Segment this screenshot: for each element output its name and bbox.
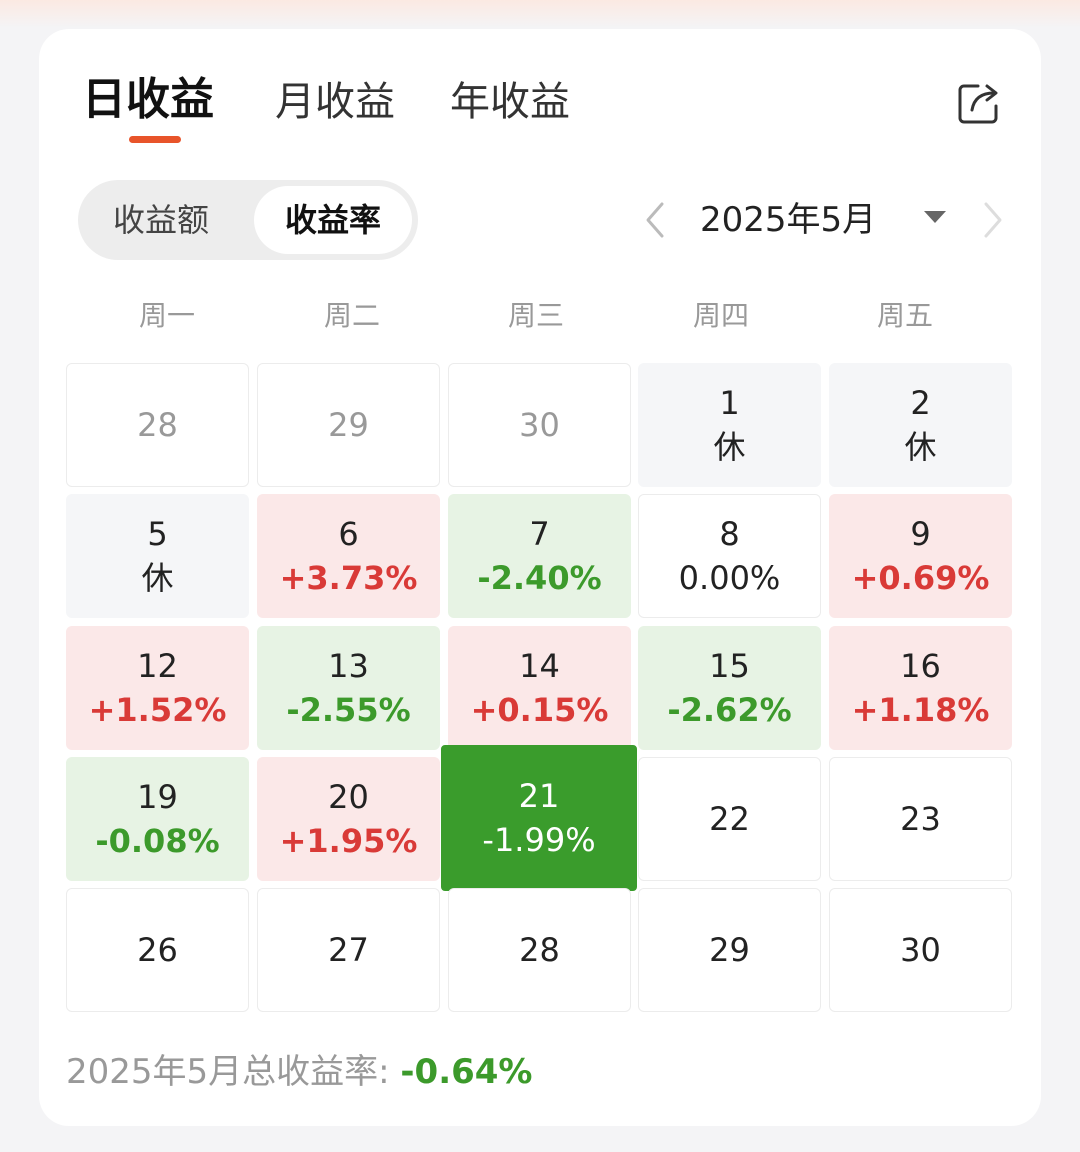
day-number: 23: [900, 800, 941, 838]
toggle-amount[interactable]: 收益额: [112, 201, 209, 239]
day-return: +0.69%: [851, 559, 990, 597]
calendar-day-cell[interactable]: 27: [257, 888, 440, 1012]
calendar-day-cell[interactable]: 12 +1.52%: [66, 626, 249, 750]
tab-daily[interactable]: 日收益: [82, 74, 214, 125]
day-number: 14: [519, 647, 560, 685]
calendar-day-cell[interactable]: 23: [829, 757, 1012, 881]
day-number: 6: [338, 515, 359, 553]
day-number: 28: [137, 406, 178, 444]
day-number: 20: [328, 778, 369, 816]
calendar-day-cell[interactable]: 6 +3.73%: [257, 494, 440, 618]
day-number: 12: [137, 647, 178, 685]
chevron-left-icon[interactable]: [640, 200, 670, 240]
day-number: 2: [910, 384, 931, 422]
day-number: 22: [709, 800, 750, 838]
calendar-day-cell[interactable]: 21 -1.99%: [441, 745, 637, 891]
weekday-thu: 周四: [692, 299, 749, 332]
day-return: 休: [713, 428, 746, 466]
tab-underline: [129, 136, 181, 143]
day-number: 1: [719, 384, 740, 422]
calendar-day-cell[interactable]: 26: [66, 888, 249, 1012]
weekday-fri: 周五: [876, 299, 933, 332]
summary-value: -0.64%: [400, 1052, 533, 1092]
day-number: 21: [518, 777, 560, 815]
day-number: 30: [900, 931, 941, 969]
day-number: 13: [328, 647, 369, 685]
calendar-day-cell[interactable]: 13 -2.55%: [257, 626, 440, 750]
day-number: 15: [709, 647, 750, 685]
month-selector[interactable]: 2025年5月: [700, 200, 877, 240]
top-fade: [0, 0, 1080, 28]
day-return: +0.15%: [470, 691, 609, 729]
day-return: -2.40%: [477, 559, 602, 597]
calendar-day-cell[interactable]: 29: [257, 363, 440, 487]
day-return: -0.08%: [95, 822, 220, 860]
day-return: -2.62%: [667, 691, 792, 729]
calendar-day-cell[interactable]: 20 +1.95%: [257, 757, 440, 881]
day-number: 29: [328, 406, 369, 444]
calendar-day-cell[interactable]: 19 -0.08%: [66, 757, 249, 881]
day-return: 休: [904, 428, 937, 466]
calendar-day-cell[interactable]: 22: [638, 757, 821, 881]
day-return: +1.52%: [88, 691, 227, 729]
weekday-wed: 周三: [507, 299, 564, 332]
chevron-right-icon[interactable]: [978, 200, 1008, 240]
day-number: 27: [328, 931, 369, 969]
calendar-day-cell[interactable]: 28: [66, 363, 249, 487]
calendar-day-cell[interactable]: 30: [829, 888, 1012, 1012]
calendar-day-cell[interactable]: 28: [448, 888, 631, 1012]
day-number: 9: [910, 515, 931, 553]
calendar-day-cell[interactable]: 7 -2.40%: [448, 494, 631, 618]
calendar-day-cell[interactable]: 29: [638, 888, 821, 1012]
day-number: 7: [529, 515, 550, 553]
day-number: 26: [137, 931, 178, 969]
day-return: +1.95%: [279, 822, 418, 860]
day-number: 5: [147, 515, 168, 553]
tab-yearly[interactable]: 年收益: [450, 79, 570, 125]
caret-down-icon[interactable]: [924, 211, 946, 223]
weekday-mon: 周一: [138, 299, 195, 332]
day-number: 29: [709, 931, 750, 969]
tab-monthly[interactable]: 月收益: [275, 79, 395, 125]
share-icon[interactable]: [956, 80, 1002, 126]
metric-toggle: 收益额 收益率: [78, 180, 418, 260]
calendar-day-cell[interactable]: 16 +1.18%: [829, 626, 1012, 750]
calendar-day-cell[interactable]: 14 +0.15%: [448, 626, 631, 750]
monthly-summary: 2025年5月总收益率: -0.64%: [66, 1048, 533, 1096]
calendar-day-cell[interactable]: 9 +0.69%: [829, 494, 1012, 618]
day-return: +3.73%: [279, 559, 418, 597]
day-number: 30: [519, 406, 560, 444]
summary-label: 2025年5月总收益率:: [66, 1052, 401, 1092]
calendar-day-cell[interactable]: 30: [448, 363, 631, 487]
day-number: 28: [519, 931, 560, 969]
toggle-rate[interactable]: 收益率: [254, 186, 412, 254]
day-return: -1.99%: [482, 821, 596, 859]
day-return: 0.00%: [678, 559, 781, 597]
day-return: -2.55%: [286, 691, 411, 729]
day-number: 16: [900, 647, 941, 685]
day-number: 19: [137, 778, 178, 816]
weekday-tue: 周二: [323, 299, 380, 332]
day-return: +1.18%: [851, 691, 990, 729]
day-return: 休: [141, 559, 174, 597]
calendar-day-cell[interactable]: 15 -2.62%: [638, 626, 821, 750]
day-number: 8: [719, 515, 740, 553]
calendar-day-cell[interactable]: 8 0.00%: [638, 494, 821, 618]
